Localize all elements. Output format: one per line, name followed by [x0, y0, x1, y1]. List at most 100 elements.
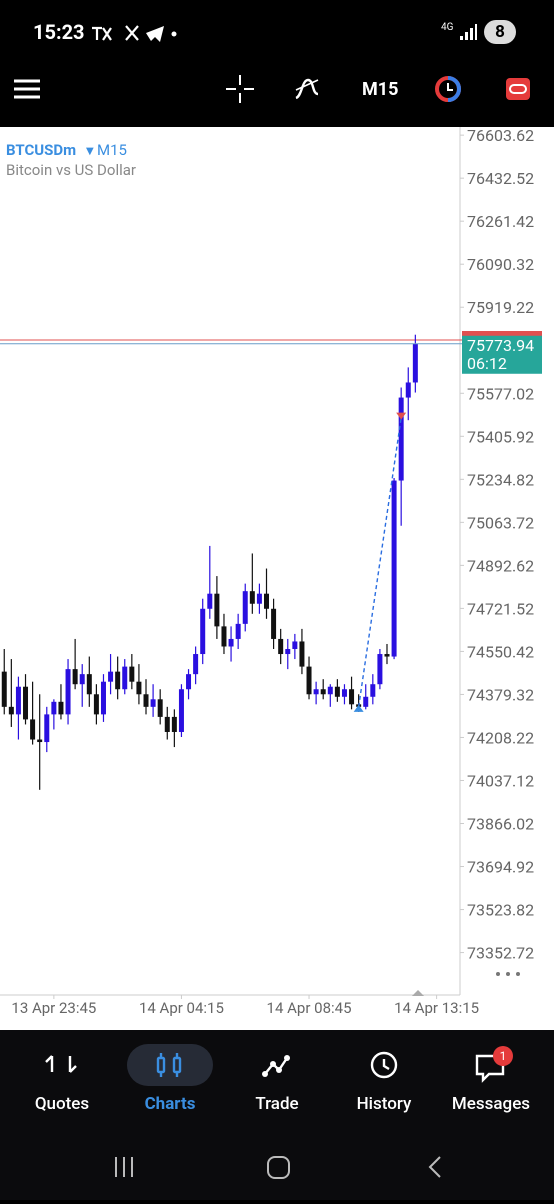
- candle-body: [164, 716, 170, 732]
- menu-button[interactable]: [14, 79, 40, 99]
- bid-label: 75773.94: [467, 336, 534, 355]
- y-tick-label: 73694.92: [467, 858, 534, 877]
- candle-body: [334, 686, 340, 697]
- candle-body: [136, 681, 142, 695]
- y-tick-label: 76603.62: [467, 127, 534, 145]
- candle-body: [242, 591, 248, 624]
- countdown: 06:12: [467, 354, 507, 373]
- system-nav: [0, 1135, 554, 1200]
- candle-body: [23, 686, 29, 720]
- network: 4G: [441, 22, 454, 33]
- candle-body: [178, 689, 184, 732]
- y-tick-label: 74379.32: [467, 685, 534, 704]
- toolbar: M15: [0, 62, 554, 127]
- candle-body: [93, 694, 99, 715]
- candle-body: [51, 701, 57, 715]
- candle-body: [193, 654, 199, 675]
- candle-body: [15, 686, 21, 715]
- candle-body: [214, 593, 220, 627]
- candle-body: [249, 591, 255, 604]
- y-tick-label: 75234.82: [467, 470, 534, 489]
- symbol[interactable]: BTCUSDm: [6, 141, 76, 159]
- nav-label: Quotes: [34, 1094, 90, 1114]
- y-tick-label: 76261.42: [467, 212, 534, 231]
- symbol-dropdown[interactable]: ▼: [86, 146, 94, 157]
- nav-icon: [156, 1053, 182, 1077]
- back-button[interactable]: [428, 1156, 441, 1178]
- candle-body: [256, 593, 262, 604]
- nav-item[interactable]: Trade: [227, 1030, 327, 1135]
- candle-body: [271, 608, 277, 639]
- timeframe-button[interactable]: M15: [362, 79, 399, 100]
- y-tick-label: 74892.62: [467, 556, 534, 575]
- nav-label: History: [356, 1094, 412, 1114]
- candle-body: [313, 689, 319, 695]
- nav-icon: [370, 1051, 398, 1079]
- recents-button[interactable]: [115, 1157, 133, 1177]
- y-tick-label: 74208.22: [467, 728, 534, 747]
- y-tick-label: 76432.52: [467, 169, 534, 188]
- nav-icon: [262, 1055, 290, 1077]
- y-tick-label: 75577.02: [467, 384, 534, 403]
- sell-marker: [396, 412, 407, 420]
- nav-item[interactable]: Messages: [441, 1030, 541, 1135]
- candle-body: [320, 689, 326, 695]
- candle-body: [8, 706, 14, 715]
- nav-label: Messages: [451, 1094, 531, 1114]
- y-tick-label: 74721.52: [467, 599, 534, 618]
- candle-body: [171, 716, 177, 732]
- trade-button[interactable]: [506, 78, 530, 100]
- battery: 8: [484, 20, 516, 44]
- candle-body: [79, 674, 85, 685]
- candle-body: [299, 641, 305, 667]
- scroll-marker: [412, 990, 424, 996]
- ask-label: [462, 331, 542, 337]
- candle-body: [157, 699, 163, 717]
- system-buttons: [115, 1156, 441, 1179]
- candle-body: [306, 666, 312, 695]
- x-tick-label: 13 Apr 23:45: [11, 999, 96, 1017]
- candle-body: [129, 666, 135, 682]
- y-tick-label: 73866.02: [467, 815, 534, 834]
- message-badge: 1: [493, 1046, 513, 1066]
- candle-body: [349, 689, 355, 705]
- crosshair-button[interactable]: [226, 75, 254, 103]
- candle-body: [207, 593, 213, 609]
- candle-body: [377, 654, 383, 685]
- indicators-button[interactable]: [295, 78, 319, 100]
- candle-body: [228, 638, 234, 647]
- candle-body: [278, 638, 284, 655]
- candle-body: [86, 674, 92, 695]
- candle-body: [30, 719, 36, 740]
- y-tick-label: 73352.72: [467, 944, 534, 963]
- home-button[interactable]: [267, 1156, 290, 1179]
- candle-body: [405, 382, 411, 398]
- candle-body: [341, 689, 347, 697]
- status-icons: ᜔: [92, 25, 177, 42]
- y-tick-label: 75405.92: [467, 427, 534, 446]
- buy-marker: [353, 704, 364, 712]
- candle-body: [285, 649, 291, 655]
- bid-label-box: [462, 335, 542, 374]
- chart: BTCUSDm ▼ M15 Bitcoin vs US Dollar 76603…: [0, 127, 554, 1030]
- candle-body: [292, 641, 298, 650]
- nav-item[interactable]: Charts: [120, 1030, 220, 1135]
- nav-item[interactable]: History: [334, 1030, 434, 1135]
- candle-body: [100, 681, 106, 715]
- y-tick-label: 73523.82: [467, 901, 534, 920]
- y-tick-label: 74037.12: [467, 771, 534, 790]
- candle-body: [264, 593, 270, 609]
- candle-body: [391, 480, 397, 657]
- nav-item[interactable]: Quotes: [12, 1030, 112, 1135]
- candle-body: [37, 739, 43, 743]
- candle-body: [412, 343, 418, 383]
- candle-body: [200, 608, 206, 655]
- status-bar: 15:23 ᜔ 4G 8: [0, 0, 554, 62]
- x-tick-label: 14 Apr 13:15: [394, 999, 479, 1017]
- chart-timeframe: M15: [97, 141, 127, 159]
- symbol-description: Bitcoin vs US Dollar: [6, 161, 136, 179]
- nav-label: Charts: [144, 1094, 196, 1114]
- y-tick-label: 75919.22: [467, 298, 534, 317]
- signal: [460, 24, 477, 40]
